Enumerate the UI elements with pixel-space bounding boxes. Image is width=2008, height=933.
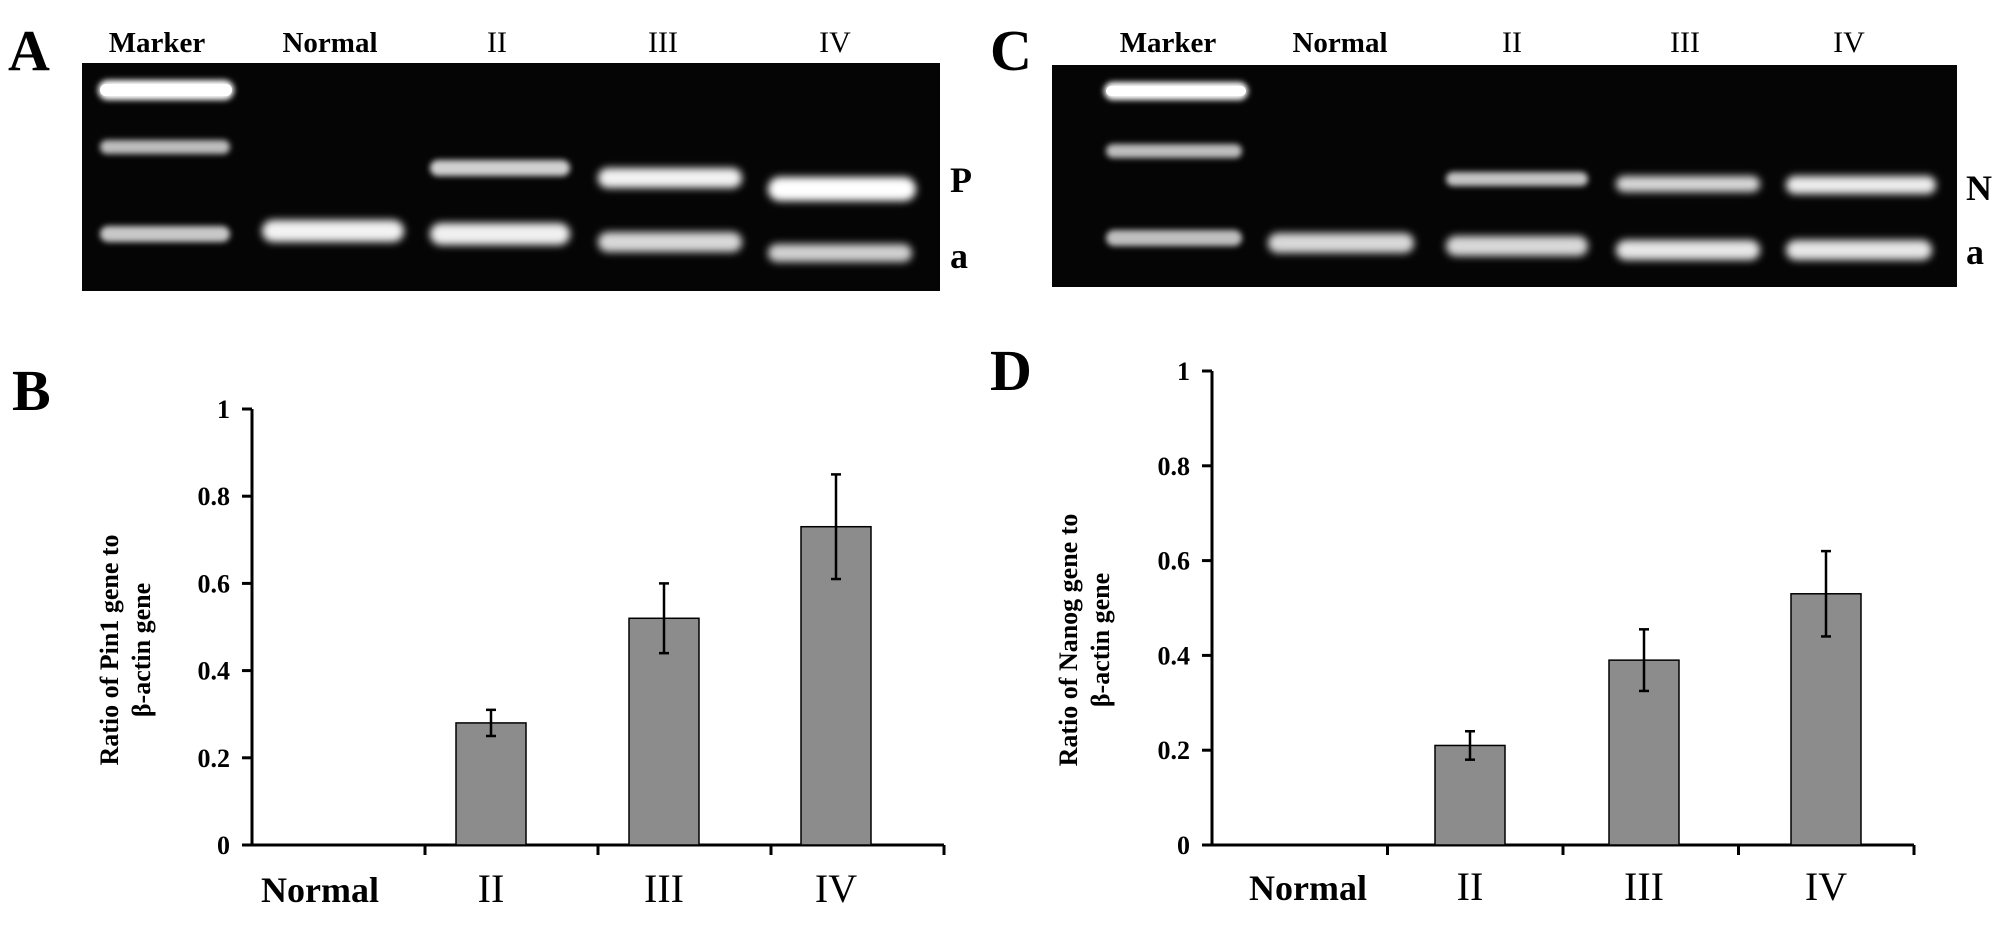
chart-b-y-tick-label-5: 1 xyxy=(217,395,230,424)
panel-letter-a: A xyxy=(8,18,50,83)
gel-c-lane-label-marker: Marker xyxy=(1120,27,1217,59)
gel-a-marker-bands xyxy=(98,80,234,242)
gel-a-band-label-a: a xyxy=(950,236,968,276)
gel-a-normal-bands xyxy=(262,220,404,242)
gel-a-lane-label-marker: Marker xyxy=(109,27,206,59)
chart-d-y-tick-label-4: 0.8 xyxy=(1158,452,1191,481)
chart-b-category-label-1: II xyxy=(478,866,505,911)
chart-b-y-tick-label-1: 0.2 xyxy=(198,744,231,773)
gel-a-lane-label-iii: III xyxy=(648,26,678,59)
gel-a-band-label-p: P xyxy=(950,160,972,200)
gel-panel-a: A Marker Normal II III IV xyxy=(8,18,972,291)
chart-d-y-axis-title-line-2: β-actin gene xyxy=(1086,573,1115,707)
gel-c-normal-bands xyxy=(1268,233,1414,253)
chart-b-bar-1 xyxy=(455,722,527,846)
chart-d-category-label-3: IV xyxy=(1805,864,1847,909)
gel-c-lane-label-ii: II xyxy=(1502,26,1522,59)
chart-d-category-label-2: III xyxy=(1624,864,1664,909)
gel-c-band-label-n: N xyxy=(1966,168,1992,208)
chart-d-y-tick-label-2: 0.4 xyxy=(1158,641,1191,670)
chart-b-category-label-3: IV xyxy=(815,866,857,911)
bar-chart-d: D Ratio of Nanog gene to β-actin gene 0 0… xyxy=(990,338,1916,909)
gel-a-lane-label-normal: Normal xyxy=(282,27,377,59)
gel-a-ii-bands xyxy=(430,160,570,245)
chart-b-category-label-0: Normal xyxy=(261,870,379,910)
chart-b-y-tick-label-2: 0.4 xyxy=(198,657,231,686)
gel-a-iv-bands xyxy=(768,177,916,262)
chart-b-y-tick-label-0: 0 xyxy=(217,831,230,860)
chart-b-category-label-2: III xyxy=(644,866,684,911)
chart-d-y-tick-label-1: 0.2 xyxy=(1158,736,1191,765)
chart-b-y-tick-label-3: 0.6 xyxy=(198,569,231,598)
gel-c-marker-bands xyxy=(1104,82,1248,246)
chart-d-y-tick-label-3: 0.6 xyxy=(1158,547,1191,576)
bar-chart-b: B Ratio of Pin1 gene to β-actin gene 0 0.… xyxy=(12,358,946,911)
gel-c-lane-label-normal: Normal xyxy=(1292,27,1387,59)
chart-b-y-axis-title-line-1: Ratio of Pin1 gene to xyxy=(95,534,124,765)
chart-b-y-axis-title-line-2: β-actin gene xyxy=(127,583,156,717)
chart-b-y-tick-label-4: 0.8 xyxy=(198,482,231,511)
panel-letter-c: C xyxy=(990,18,1032,83)
gel-a-lane-label-ii: II xyxy=(487,26,507,59)
panel-letter-d: D xyxy=(990,338,1032,403)
gel-c-iii-bands xyxy=(1616,176,1760,260)
gel-c-iv-bands xyxy=(1786,176,1936,260)
gel-c-band-label-a: a xyxy=(1966,232,1984,272)
gel-c-lane-label-iv: IV xyxy=(1833,26,1865,59)
gel-a-lane-label-iv: IV xyxy=(819,26,851,59)
chart-d-y-tick-label-5: 1 xyxy=(1177,357,1190,386)
chart-d-category-label-1: II xyxy=(1457,864,1484,909)
chart-d-category-label-0: Normal xyxy=(1249,868,1367,908)
panel-letter-b: B xyxy=(12,358,51,423)
chart-d-y-axis-title-line-1: Ratio of Nanog gene to xyxy=(1054,514,1083,767)
gel-panel-c: C Marker Normal II III IV N a xyxy=(990,18,1992,287)
chart-d-y-tick-label-0: 0 xyxy=(1177,831,1190,860)
gel-a-iii-bands xyxy=(598,168,742,252)
gel-c-ii-bands xyxy=(1446,172,1588,256)
chart-d-bar-1 xyxy=(1434,744,1506,846)
gel-c-lane-label-iii: III xyxy=(1670,26,1700,59)
chart-b-bar-2 xyxy=(628,617,700,846)
